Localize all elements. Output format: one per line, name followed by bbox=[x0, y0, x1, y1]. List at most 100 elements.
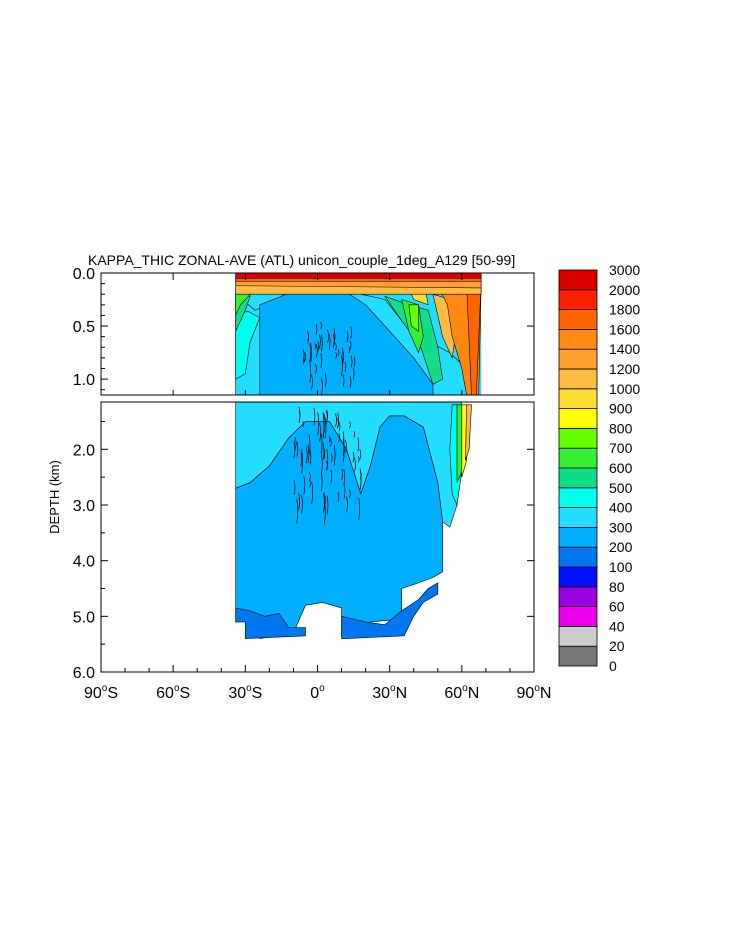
colorbar-swatch bbox=[558, 289, 598, 310]
contour-squiggle bbox=[357, 437, 360, 452]
contour-squiggle bbox=[301, 449, 303, 474]
contour-squiggle bbox=[317, 412, 320, 436]
colorbar-swatch bbox=[558, 427, 598, 449]
contour-squiggle bbox=[352, 367, 355, 380]
chart-title: KAPPA_THIC ZONAL-AVE (ATL) unicon_couple… bbox=[88, 252, 515, 268]
colorbar-swatch bbox=[558, 447, 598, 469]
contour-squiggle bbox=[350, 355, 353, 368]
contour-squiggle bbox=[338, 421, 341, 432]
colorbar-label: 1600 bbox=[609, 321, 640, 337]
contour-squiggle bbox=[320, 433, 323, 455]
contour-region-100 bbox=[341, 582, 439, 639]
contour-region-100 bbox=[235, 607, 306, 639]
colorbar-label: 1400 bbox=[609, 341, 640, 357]
contour-squiggle bbox=[319, 423, 321, 442]
colorbar-label: 1000 bbox=[609, 381, 640, 397]
x-tick-label: 60oN bbox=[444, 683, 479, 702]
colorbar-swatch bbox=[558, 328, 598, 350]
contour-squiggle bbox=[293, 480, 296, 496]
contour-squiggle bbox=[337, 418, 339, 429]
colorbar-swatch bbox=[558, 309, 598, 330]
contour-squiggle bbox=[337, 491, 340, 503]
colorbar-swatch bbox=[558, 645, 598, 667]
contour-squiggle bbox=[305, 446, 308, 464]
contour-squiggle bbox=[350, 326, 353, 339]
contour-squiggle bbox=[335, 413, 337, 427]
contour-squiggle bbox=[321, 377, 323, 396]
contour-squiggle bbox=[359, 449, 362, 460]
contour-squiggle bbox=[342, 351, 344, 366]
contour-squiggle bbox=[298, 497, 301, 508]
contour-squiggle bbox=[302, 421, 304, 428]
y-tick-label: 0.0 bbox=[73, 266, 95, 283]
contour-squiggle bbox=[301, 494, 303, 514]
contour-squiggle bbox=[302, 349, 305, 362]
contour-squiggle bbox=[300, 452, 303, 467]
contour-squiggle bbox=[315, 363, 317, 375]
contour-squiggle bbox=[326, 495, 329, 515]
y-tick-label: 6.0 bbox=[73, 665, 95, 682]
contour-squiggle bbox=[302, 356, 305, 364]
contour-squiggle bbox=[324, 372, 327, 388]
colorbar-label: 700 bbox=[609, 440, 633, 456]
axis-ticks: 90oS 60oS 30oS 0o 30oN 60oN 90oN 0.0 0.5 1.0 2.0 3.… bbox=[73, 266, 552, 702]
contour-squiggle bbox=[335, 343, 337, 351]
colorbar-label: 20 bbox=[609, 638, 625, 654]
contour-region-400 bbox=[235, 310, 261, 380]
contour-squiggle bbox=[333, 444, 336, 466]
y-tick-label: 5.0 bbox=[73, 609, 95, 626]
contour-region-700 bbox=[408, 304, 419, 332]
contour-squiggle bbox=[354, 457, 356, 472]
y-tick-label: 2.0 bbox=[73, 442, 95, 459]
contour-squiggle bbox=[320, 472, 323, 492]
colorbar-label: 40 bbox=[609, 618, 625, 634]
contour-squiggle bbox=[349, 489, 351, 498]
contour-squiggle bbox=[296, 441, 299, 457]
contour-squiggle bbox=[353, 431, 356, 438]
contour-squiggle bbox=[320, 353, 323, 368]
y-tick-label: 3.0 bbox=[73, 498, 95, 515]
colorbar-swatch bbox=[558, 487, 598, 508]
colorbar-label: 400 bbox=[609, 500, 633, 516]
contour-squiggle bbox=[346, 330, 349, 343]
contour-lines bbox=[293, 322, 362, 525]
contour-squiggle bbox=[346, 496, 348, 513]
y-tick-label: 1.0 bbox=[73, 372, 95, 389]
colorbar-swatch bbox=[558, 467, 598, 489]
upper-panel-field bbox=[235, 273, 482, 395]
contour-squiggle bbox=[359, 470, 362, 480]
colorbar-swatch bbox=[558, 626, 598, 647]
colorbar-label: 2000 bbox=[609, 282, 640, 298]
contour-squiggle bbox=[330, 469, 333, 484]
y-axis-label: DEPTH (km) bbox=[47, 460, 62, 534]
colorbar-label: 600 bbox=[609, 460, 633, 476]
contour-squiggle bbox=[327, 329, 329, 344]
colorbar-label: 3000 bbox=[609, 262, 640, 278]
y-tick-label: 0.5 bbox=[73, 319, 95, 336]
contour-squiggle bbox=[345, 439, 347, 453]
x-tick-label: 30oN bbox=[372, 683, 407, 702]
x-tick-label: 60oS bbox=[156, 683, 190, 702]
colorbar-swatch bbox=[558, 348, 598, 370]
contour-squiggle bbox=[353, 356, 356, 368]
contour-squiggle bbox=[337, 349, 340, 357]
y-tick-label: 4.0 bbox=[73, 554, 95, 571]
contour-squiggle bbox=[330, 453, 333, 463]
colorbar-swatch bbox=[558, 507, 598, 528]
contour-squiggle bbox=[314, 343, 317, 350]
contour-squiggle bbox=[294, 437, 297, 450]
colorbar-swatch bbox=[558, 606, 598, 627]
x-tick-label: 90oN bbox=[517, 683, 552, 702]
colorbar-label: 300 bbox=[609, 519, 633, 535]
contour-squiggle bbox=[315, 344, 318, 358]
contour-squiggle bbox=[335, 352, 337, 359]
contour-squiggle bbox=[311, 481, 314, 504]
contour-squiggle bbox=[328, 436, 331, 443]
colorbar-label: 0 bbox=[609, 658, 617, 674]
contour-squiggle bbox=[358, 497, 361, 521]
lower-panel-field bbox=[235, 402, 472, 639]
colorbar: 0 20 40 60 80 100 200 300 400 500 600 700 800 900 1000… bbox=[558, 262, 640, 674]
contour-squiggle bbox=[308, 434, 311, 456]
contour-squiggle bbox=[343, 483, 346, 499]
contour-squiggle bbox=[303, 475, 306, 495]
